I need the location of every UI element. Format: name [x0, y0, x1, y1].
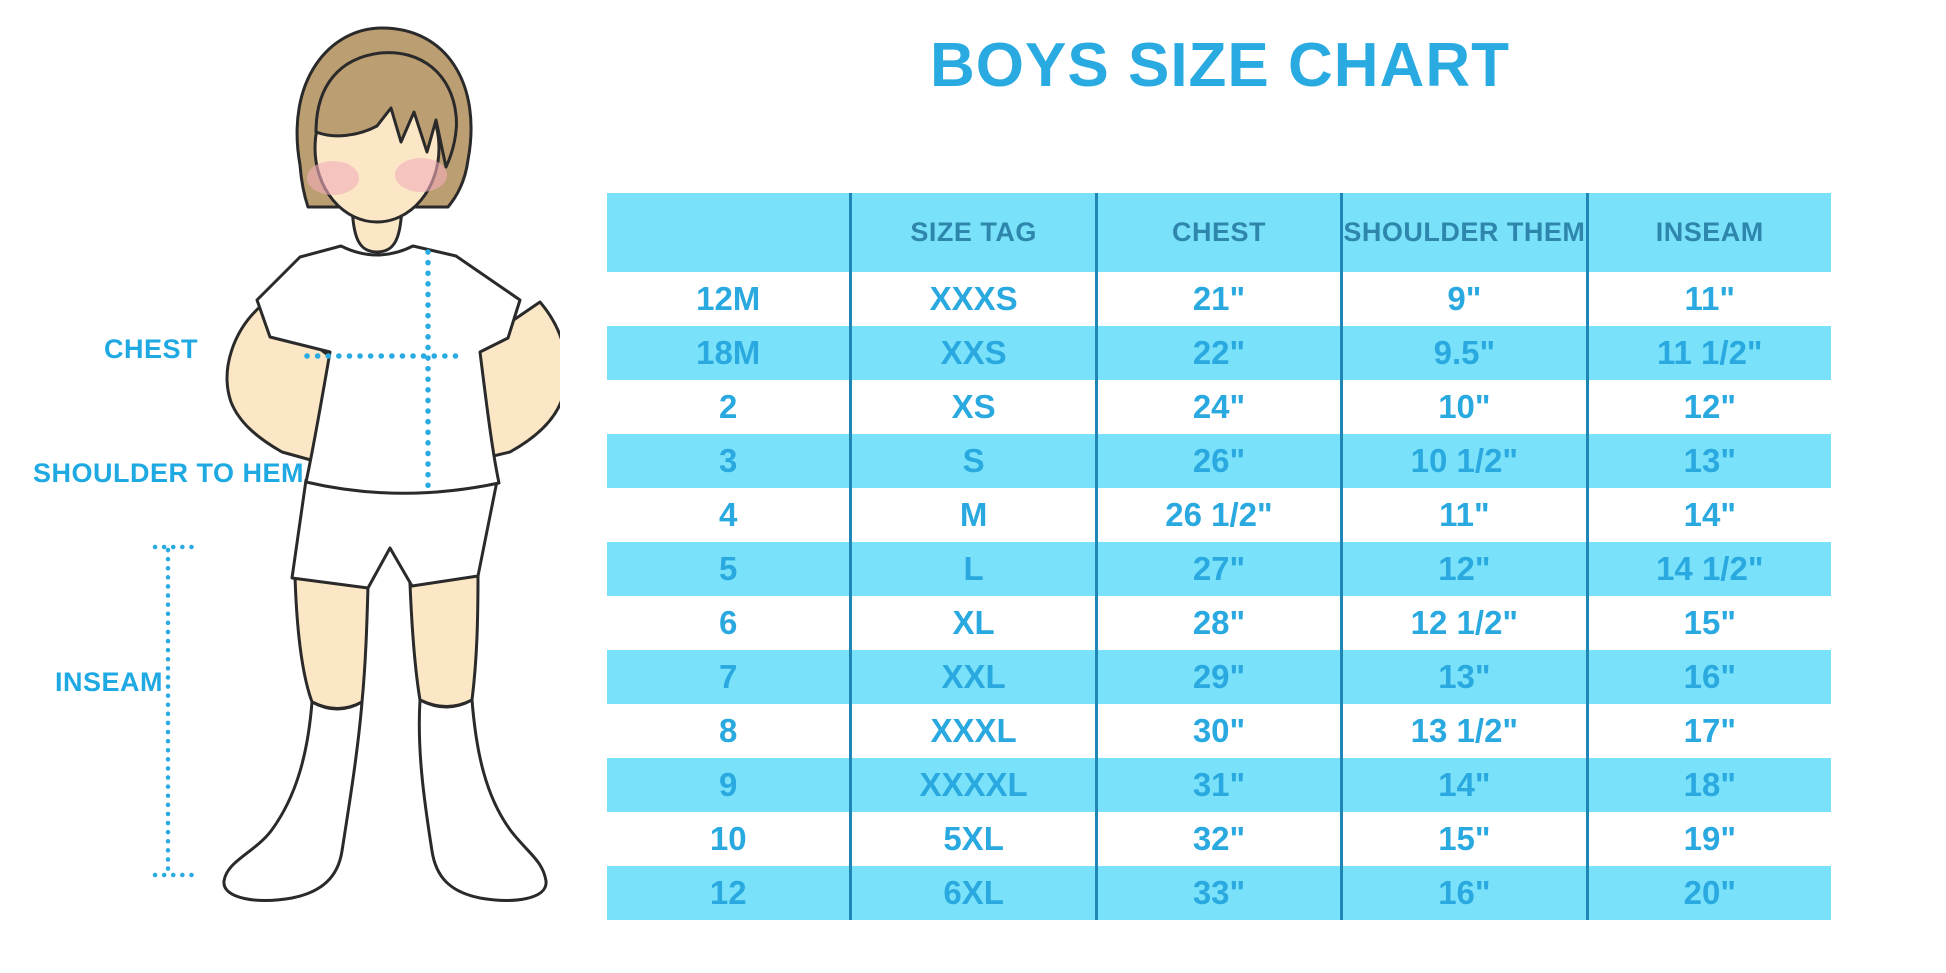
table-cell: XXXL: [849, 704, 1097, 758]
table-cell: L: [849, 542, 1097, 596]
table-cell: 6: [719, 604, 738, 641]
table-cell: 3: [607, 434, 851, 488]
table-cell: 14": [1340, 758, 1588, 812]
shorts: [290, 478, 499, 590]
table-cell: 13 1/2": [1340, 704, 1588, 758]
table-row: 5 L 27" 12" 14 1/2": [607, 542, 1831, 596]
table-cell: 9": [1340, 272, 1588, 326]
table-cell: 29": [1094, 650, 1342, 704]
table-cell: 14": [1585, 488, 1831, 542]
table-cell: 11": [1340, 488, 1588, 542]
table-cell: 33": [1094, 866, 1342, 920]
table-cell: 13": [1585, 434, 1831, 488]
table-cell: 19": [1585, 812, 1831, 866]
table-row: 8 XXXL 30" 13 1/2" 17": [607, 704, 1831, 758]
table-cell: 10": [1340, 380, 1588, 434]
table-row: 2 XS 24" 10" 12": [607, 380, 1831, 434]
table-cell: 5: [607, 542, 851, 596]
left-blush: [307, 161, 359, 195]
table-cell: 31": [1094, 758, 1342, 812]
table-cell: 11": [1585, 272, 1831, 326]
table-cell: 28": [1094, 596, 1342, 650]
table-cell: 9: [607, 758, 851, 812]
table-cell: 21": [1094, 272, 1342, 326]
table-cell: M: [849, 488, 1097, 542]
right-knee: [408, 572, 480, 708]
table-row: 6 XL 28" 12 1/2" 15": [607, 596, 1831, 650]
table-cell: 22": [1094, 326, 1342, 380]
table-cell: 32": [1094, 812, 1342, 866]
table-cell: 12": [1340, 542, 1588, 596]
table-row: 9 XXXXL 31" 14" 18": [607, 758, 1831, 812]
table-cell: 16": [1340, 866, 1588, 920]
left-knee: [293, 574, 370, 710]
table-cell: 13": [1340, 650, 1588, 704]
table-cell: 26": [1094, 434, 1342, 488]
table-cell: 6XL: [849, 866, 1097, 920]
table-row: 18M XXS 22" 9.5" 11 1/2": [607, 326, 1831, 380]
table-cell: 12": [1585, 380, 1831, 434]
table-cell: XXL: [849, 650, 1097, 704]
page-title: BOYS SIZE CHART: [930, 31, 1510, 100]
table-cell: 10 1/2": [1340, 434, 1588, 488]
column-header-chest: CHEST: [1094, 193, 1342, 272]
table-cell: XXXS: [849, 272, 1097, 326]
table-row: 12M XXXS 21" 9" 11": [607, 272, 1831, 326]
table-row: 4 M 26 1/2" 11" 14": [607, 488, 1831, 542]
table-cell: 14 1/2": [1585, 542, 1831, 596]
table-cell: 15": [1585, 596, 1831, 650]
table-row: 10 5XL 32" 15" 19": [607, 812, 1831, 866]
table-cell: 5XL: [849, 812, 1097, 866]
table-cell: 12 1/2": [1340, 596, 1588, 650]
table-cell: 17": [1585, 704, 1831, 758]
column-header-shoulder: SHOULDER THEM: [1340, 193, 1588, 272]
table-cell: XL: [849, 596, 1097, 650]
chest-label: CHEST: [104, 334, 199, 364]
fringe-hair-icon: [314, 51, 458, 169]
table-cell: 30": [1094, 704, 1342, 758]
header-row: SIZE TAG CHEST SHOULDER THEM INSEAM: [607, 193, 1831, 272]
size-table: SIZE TAG CHEST SHOULDER THEM INSEAM 12M …: [607, 193, 1831, 920]
table-cell: 18": [1585, 758, 1831, 812]
column-header-size-tag: SIZE TAG: [849, 193, 1097, 272]
column-header-inseam: INSEAM: [1585, 193, 1831, 272]
table-cell: XS: [849, 380, 1097, 434]
table-cell: 9.5": [1340, 326, 1588, 380]
table-cell: 12M: [696, 280, 761, 317]
table-cell: 2: [719, 388, 738, 425]
table-cell: 20": [1585, 866, 1831, 920]
inseam-label: INSEAM: [55, 667, 164, 697]
table-cell: 24": [1094, 380, 1342, 434]
table-row: 7 XXL 29" 13" 16": [607, 650, 1831, 704]
table-cell: 11 1/2": [1585, 326, 1831, 380]
table-row: 12 6XL 33" 16" 20": [607, 866, 1831, 920]
table-cell: 7: [607, 650, 851, 704]
right-sock: [417, 698, 548, 902]
table-cell: 4: [719, 496, 738, 533]
table-cell: 10: [709, 820, 747, 857]
table-cell: 27": [1094, 542, 1342, 596]
table-row: 3 S 26" 10 1/2" 13": [607, 434, 1831, 488]
left-sock: [222, 700, 364, 902]
table-cell: 8: [719, 712, 738, 749]
table-cell: 12: [607, 866, 851, 920]
table-cell: 18M: [607, 326, 851, 380]
table-cell: S: [849, 434, 1097, 488]
table-cell: 16": [1585, 650, 1831, 704]
table-cell: XXXXL: [849, 758, 1097, 812]
tshirt: [255, 244, 522, 495]
column-header-blank: [607, 193, 851, 272]
boy-illustration: [152, 26, 560, 902]
table-cell: 15": [1340, 812, 1588, 866]
shoulder-to-hem-label: SHOULDER TO HEM: [33, 458, 305, 488]
right-blush: [395, 158, 447, 192]
table-cell: XXS: [849, 326, 1097, 380]
table-cell: 26 1/2": [1094, 488, 1342, 542]
